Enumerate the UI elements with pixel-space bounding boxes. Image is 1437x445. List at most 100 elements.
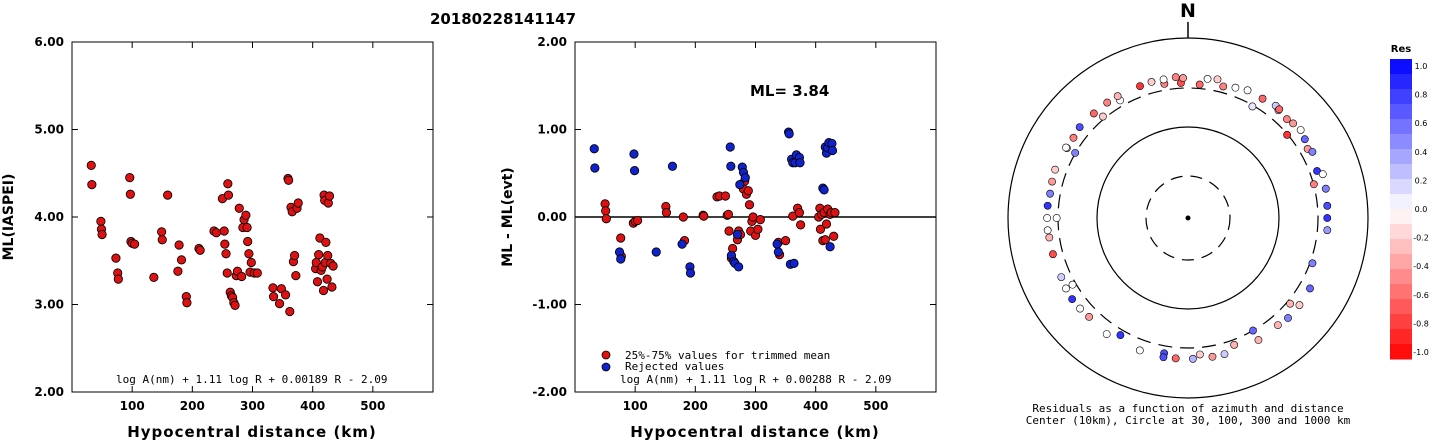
middle-formula: log A(nm) + 1.11 log R + 0.00288 R - 2.0… [620, 373, 892, 386]
azimuth-station-point [1203, 74, 1212, 83]
azimuth-panel: N Residuals as a function of azimuth and… [1007, 0, 1369, 427]
azimuth-station-point [1318, 170, 1327, 179]
azimuth-station-point [1159, 75, 1168, 84]
middle-point [780, 236, 791, 246]
middle-point [820, 235, 830, 245]
azimuth-station-point [1049, 250, 1057, 259]
left-point [223, 190, 234, 200]
middle-point [678, 212, 688, 222]
middle-point [743, 186, 753, 196]
azimuth-station-point [1045, 233, 1054, 242]
middle-ylabel: ML - ML(evt) [500, 167, 516, 266]
colorbar-cell [1390, 119, 1412, 135]
middle-point [601, 214, 611, 224]
middle-rejected-point [734, 262, 744, 272]
middle-ytick-label: -1.00 [532, 298, 567, 312]
left-point [174, 240, 184, 250]
azimuth-station-point [1321, 184, 1330, 193]
left-point [195, 245, 205, 255]
middle-rejected-point [677, 239, 687, 249]
azimuth-station-point [1275, 105, 1284, 114]
middle-point [601, 206, 611, 216]
left-point [268, 292, 279, 302]
azimuth-station-point [1136, 82, 1144, 91]
azimuth-station-point [1273, 321, 1282, 330]
azimuth-station-point [1196, 350, 1204, 359]
legend-label-rejected: Rejected values [625, 360, 724, 373]
ring-1000km [1007, 37, 1369, 399]
middle-ytick-label: -2.00 [532, 385, 567, 399]
colorbar-tick-label: 0.8 [1415, 91, 1428, 100]
left-formula: log A(nm) + 1.11 log R + 0.00189 R - 2.0… [116, 373, 388, 386]
figure-title: 20180228141147 [430, 10, 576, 28]
middle-rejected-point [795, 158, 805, 168]
colorbar-cell [1390, 314, 1412, 330]
middle-ytick-label: 0.00 [537, 210, 567, 224]
left-plot-frame [71, 41, 434, 393]
middle-xtick-label: 500 [863, 399, 888, 413]
middle-point [744, 200, 755, 210]
left-panel: 100 200 300 400 500 2.00 3.00 4.00 5.00 6.00 log … [1, 35, 434, 441]
azimuth-caption-2: Center (10km), Circle at 30, 100, 300 an… [1026, 414, 1351, 427]
middle-rejected-point [616, 254, 626, 264]
left-point [125, 173, 135, 183]
left-point [97, 229, 107, 240]
legend-label-accepted: 25%-75% values for trimmed mean [625, 349, 830, 362]
middle-rejected-point [629, 149, 639, 159]
colorbar-cell [1390, 59, 1412, 75]
azimuth-station-point [1189, 354, 1197, 363]
left-point [173, 266, 183, 276]
middle-rejected-point [732, 229, 743, 240]
colorbar-tick-label: 0.6 [1415, 119, 1428, 128]
middle-point [830, 208, 840, 218]
center-point [1185, 215, 1191, 221]
left-point [285, 306, 295, 317]
left-point [182, 298, 192, 308]
middle-point [796, 220, 806, 230]
left-xtick-label: 400 [300, 399, 325, 413]
azimuth-station-point [1062, 143, 1070, 152]
left-ytick-label: 4.00 [34, 210, 64, 224]
azimuth-station-point [1284, 314, 1292, 322]
colorbar-title: Res [1391, 44, 1411, 55]
colorbar-cell [1390, 209, 1412, 225]
azimuth-station-point [1098, 112, 1107, 121]
colorbar-cell [1390, 239, 1412, 255]
left-point [244, 249, 254, 259]
azimuth-station-point [1076, 304, 1084, 313]
middle-rejected-point [589, 144, 599, 154]
left-point [314, 250, 324, 260]
azimuth-station-point [1159, 353, 1168, 362]
north-label: N [1180, 0, 1196, 22]
middle-rejected-point [740, 173, 750, 183]
middle-point [720, 191, 731, 201]
colorbar-cell [1390, 104, 1412, 120]
left-ylabel: ML(IASPEI) [1, 174, 17, 261]
left-point [211, 228, 221, 238]
left-point [223, 179, 233, 189]
middle-point [616, 233, 626, 243]
left-point [157, 227, 167, 237]
azimuth-station-point [1220, 350, 1229, 358]
colorbar-cell [1390, 164, 1412, 180]
left-point [312, 277, 323, 287]
left-xtick-label: 100 [120, 399, 145, 413]
middle-rejected-point [685, 268, 696, 278]
azimuth-station-point [1103, 98, 1112, 107]
middle-point [632, 215, 643, 226]
azimuth-station-point [1179, 74, 1188, 82]
azimuth-station-point [1300, 135, 1309, 144]
colorbar-cell [1390, 149, 1412, 165]
left-point [268, 283, 278, 293]
azimuth-station-point [1147, 78, 1156, 86]
left-point [241, 210, 251, 220]
left-point [237, 271, 247, 282]
colorbar-cell [1390, 224, 1412, 240]
azimuth-station-point [1043, 226, 1052, 235]
azimuth-station-point [1295, 301, 1304, 309]
azimuth-station-point [1248, 102, 1257, 111]
left-xtick-label: 300 [240, 399, 265, 413]
middle-rejected-point [726, 161, 736, 171]
azimuth-station-point [1113, 92, 1122, 101]
azimuth-station-point [1286, 299, 1295, 308]
